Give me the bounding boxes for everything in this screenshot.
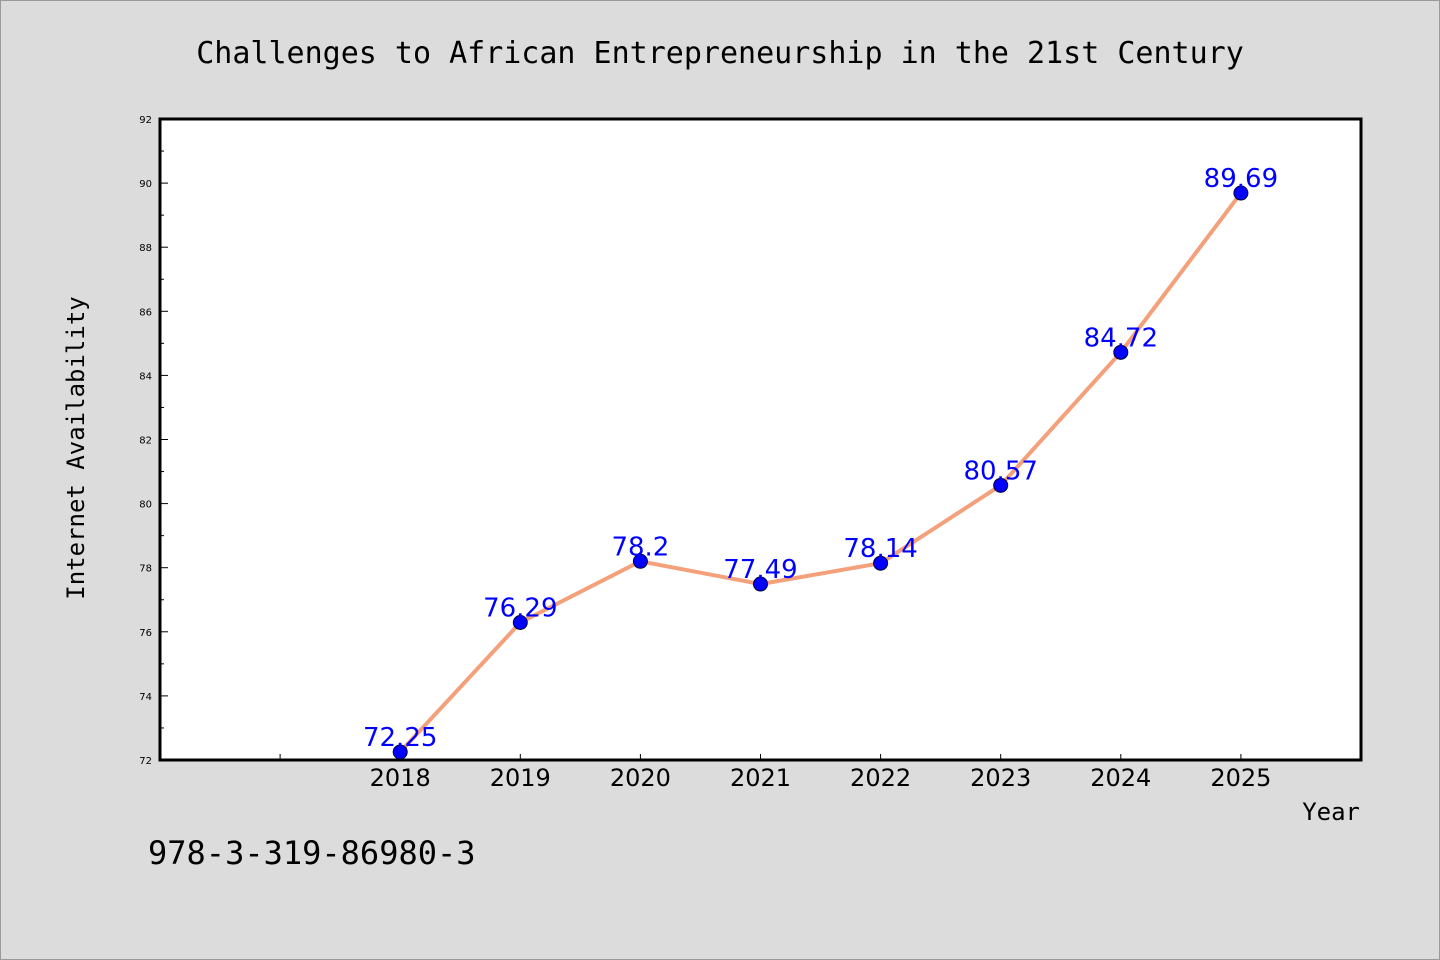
y-axis-label: Internet Availability: [62, 296, 90, 599]
data-point: [873, 555, 889, 571]
plot-area: [158, 117, 1363, 762]
data-markers: [392, 185, 1249, 760]
x-tick-label: 2020: [610, 764, 671, 792]
y-tick-label: 76: [139, 628, 152, 639]
x-axis-label: Year: [1302, 798, 1360, 826]
x-tick-label: 2024: [1090, 764, 1151, 792]
data-point: [512, 615, 528, 631]
axes: 72 74 76 78 80 82 84 86 88 90 92 2018 2019 2020 2021 20…: [139, 115, 1363, 792]
data-point: [1233, 185, 1249, 201]
y-tick-label: 72: [139, 756, 152, 767]
x-tick-label: 2023: [970, 764, 1031, 792]
y-tick-label: 82: [139, 436, 152, 447]
y-tick-label: 92: [139, 115, 152, 126]
y-tick-label: 78: [139, 564, 152, 575]
y-tick-label: 84: [139, 371, 152, 382]
data-label: 77.49: [723, 555, 797, 585]
data-label: 78.14: [843, 534, 917, 564]
data-label: 76.29: [483, 594, 557, 624]
data-label: 78.2: [611, 532, 669, 562]
series-line-group: [398, 191, 1243, 754]
y-tick-label: 74: [139, 692, 152, 703]
y-tick-label: 86: [139, 307, 152, 318]
y-tick-label: 80: [139, 500, 152, 511]
y-tick-label: 88: [139, 243, 152, 254]
isbn-annotation: 978-3-319-86980-3: [148, 834, 476, 872]
data-label: 72.25: [363, 723, 437, 753]
data-label: 80.57: [963, 456, 1037, 486]
data-point: [632, 553, 648, 569]
data-point: [753, 576, 768, 592]
y-tick-label: 90: [139, 179, 152, 190]
x-tick-label: 2018: [370, 764, 431, 792]
data-labels: 72.25 76.29 78.2 77.49 78.14 80.57 84.72 89.69: [363, 164, 1278, 753]
x-tick-label: 2021: [730, 764, 791, 792]
x-tick-label: 2025: [1210, 764, 1271, 792]
x-tick-label: 2022: [850, 764, 911, 792]
data-label: 89.69: [1204, 164, 1278, 194]
series-line: [398, 191, 1243, 754]
data-point: [1113, 344, 1129, 360]
data-point: [993, 477, 1009, 493]
data-label: 84.72: [1084, 323, 1158, 353]
data-point: [392, 744, 408, 760]
chart-title: Challenges to African Entrepreneurship i…: [196, 36, 1244, 71]
x-tick-label: 2019: [490, 764, 551, 792]
